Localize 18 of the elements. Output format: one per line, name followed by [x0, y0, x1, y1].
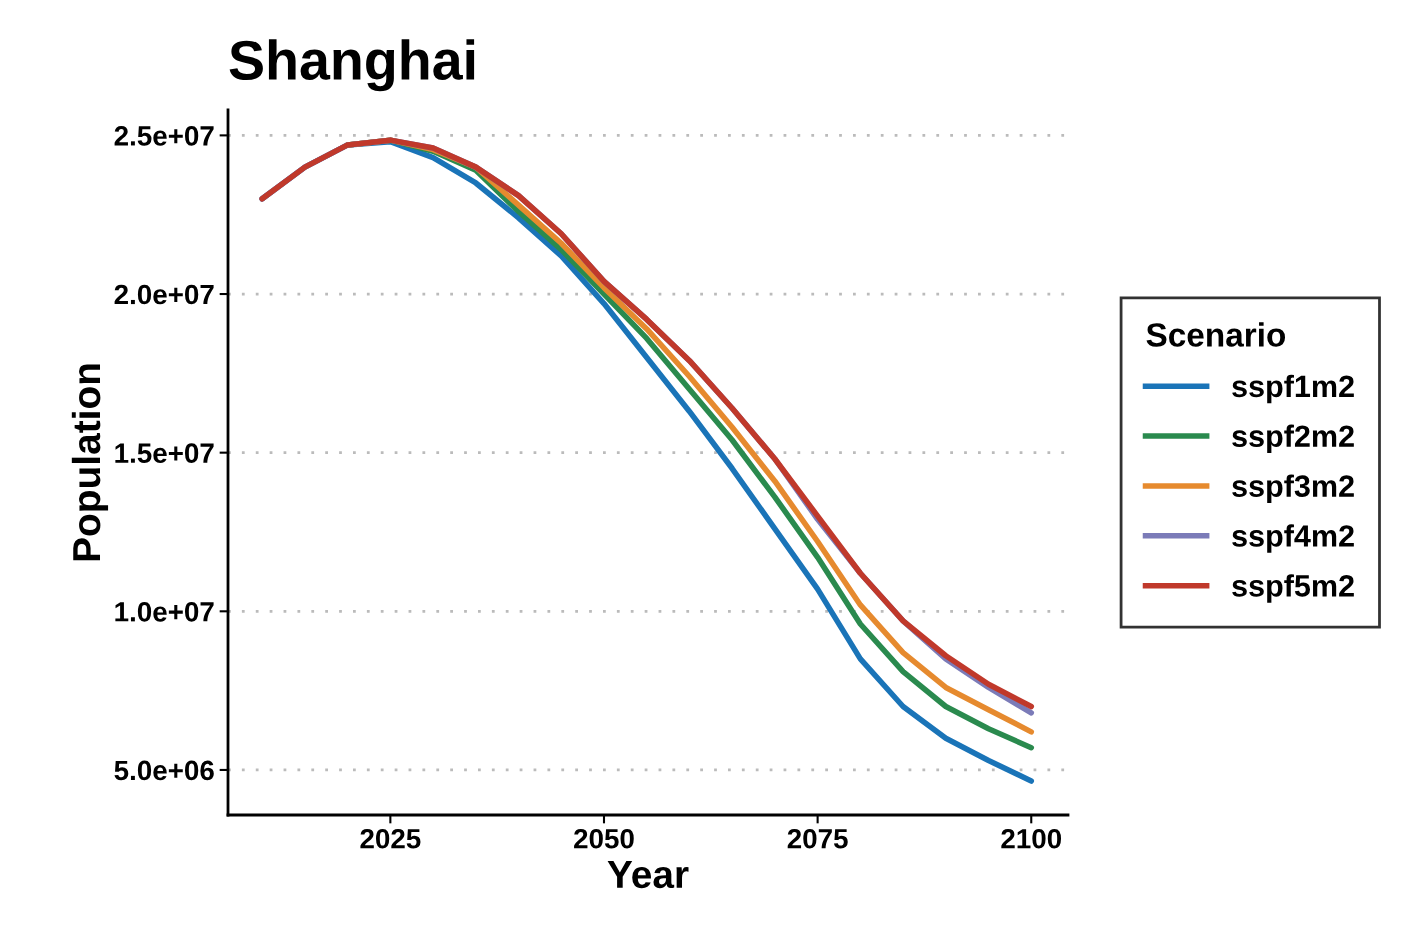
legend-label: sspf2m2 — [1232, 424, 1354, 454]
x-tick-label: 2050 — [574, 828, 634, 849]
y-tick-label: 1.0e+07 — [115, 601, 214, 622]
x-axis-title: Year — [607, 861, 689, 889]
legend-label: sspf3m2 — [1232, 474, 1354, 503]
x-tick-label: 2100 — [1001, 828, 1062, 849]
x-tick-label: 2075 — [787, 828, 848, 849]
legend-title: Scenario — [1146, 322, 1286, 347]
y-tick-label: 1.5e+07 — [115, 443, 214, 463]
chart-title: Shanghai — [229, 39, 475, 92]
legend-label: sspf5m2 — [1232, 574, 1354, 603]
y-tick-label: 2.5e+07 — [114, 126, 214, 146]
x-tick-label: 2025 — [360, 828, 421, 849]
y-axis-title: Population — [71, 364, 109, 561]
y-tick-label: 2.0e+07 — [114, 284, 214, 305]
legend-label: sspf1m2 — [1232, 374, 1354, 404]
y-tick-label: 5.0e+06 — [114, 760, 214, 781]
legend-label: sspf4m2 — [1232, 524, 1354, 553]
